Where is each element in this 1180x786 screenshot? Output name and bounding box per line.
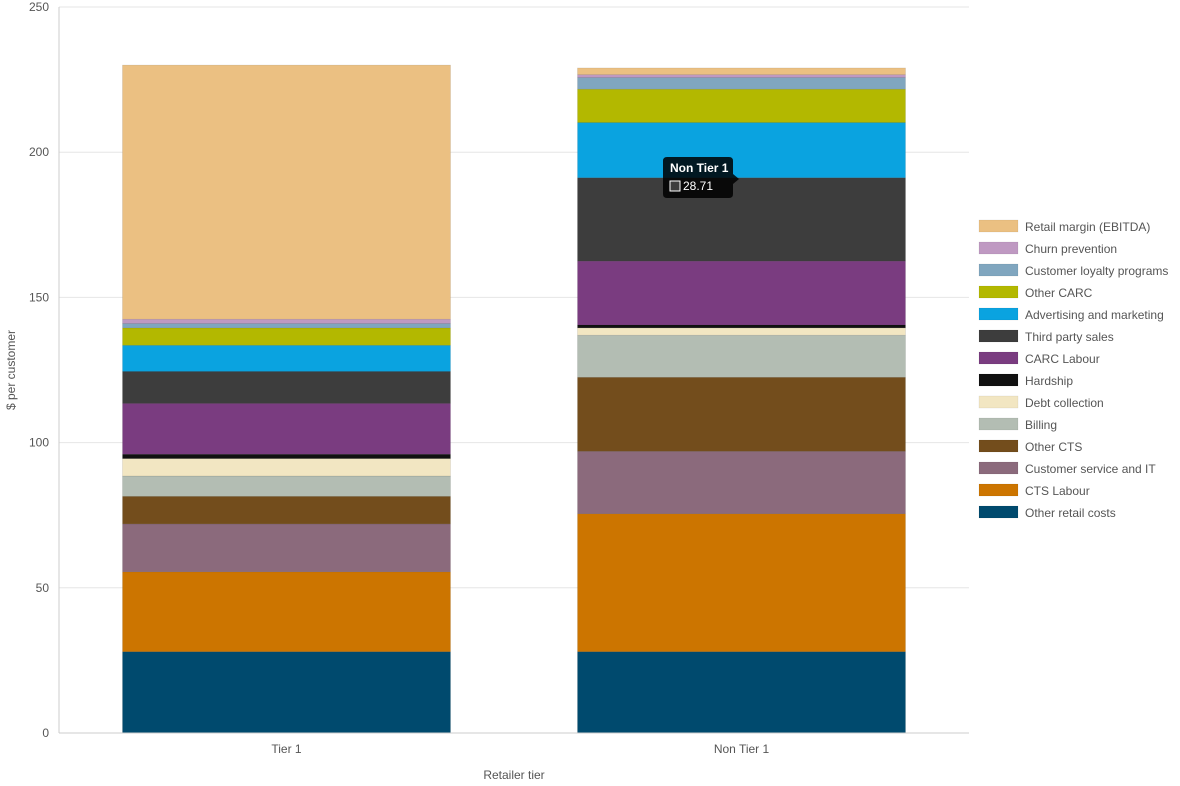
bar-segment[interactable] bbox=[577, 88, 906, 123]
x-tick-label: Tier 1 bbox=[271, 742, 302, 756]
bar-segment[interactable] bbox=[122, 327, 451, 346]
legend-label: Advertising and marketing bbox=[1025, 308, 1164, 322]
legend-swatch bbox=[978, 219, 1019, 233]
legend-label: Customer loyalty programs bbox=[1025, 264, 1168, 278]
bar-segment[interactable] bbox=[122, 496, 451, 525]
x-tick-label: Non Tier 1 bbox=[714, 742, 770, 756]
bar-segment[interactable] bbox=[122, 651, 451, 734]
axes: 0 50 100 150 200 250 Tier 1 Non Tier 1 bbox=[29, 0, 969, 756]
legend-swatch bbox=[978, 351, 1019, 365]
legend-swatch bbox=[978, 461, 1019, 475]
bar-segment[interactable] bbox=[122, 571, 451, 652]
legend-label: Billing bbox=[1025, 418, 1057, 432]
legend-label: Hardship bbox=[1025, 374, 1073, 388]
legend-swatch bbox=[978, 241, 1019, 255]
legend-item[interactable]: CARC Labour bbox=[978, 351, 1100, 366]
legend-item[interactable]: Other CTS bbox=[978, 439, 1082, 454]
legend-swatch bbox=[978, 263, 1019, 277]
legend-item[interactable]: Debt collection bbox=[978, 395, 1104, 410]
legend-swatch bbox=[978, 285, 1019, 299]
legend-swatch bbox=[978, 417, 1019, 431]
legend-item[interactable]: Billing bbox=[978, 417, 1057, 432]
tooltip-swatch bbox=[669, 180, 681, 192]
x-axis-title: Retailer tier bbox=[483, 768, 544, 782]
legend: Retail margin (EBITDA) Churn prevention Cu… bbox=[978, 219, 1168, 520]
bar-segment[interactable] bbox=[577, 324, 906, 329]
tooltip-value: 28.71 bbox=[683, 179, 713, 193]
legend-item[interactable]: Advertising and marketing bbox=[978, 307, 1164, 322]
legend-swatch bbox=[978, 483, 1019, 497]
bar-segment[interactable] bbox=[122, 64, 451, 320]
bar-segment[interactable] bbox=[577, 334, 906, 378]
legend-label: CTS Labour bbox=[1025, 484, 1090, 498]
legend-label: Retail margin (EBITDA) bbox=[1025, 220, 1150, 234]
legend-label: CARC Labour bbox=[1025, 352, 1100, 366]
bar-segment[interactable] bbox=[122, 523, 451, 573]
y-tick-label: 200 bbox=[29, 145, 49, 159]
bar-segment[interactable] bbox=[577, 260, 906, 326]
bar-segment[interactable] bbox=[577, 177, 906, 262]
legend-item[interactable]: Customer loyalty programs bbox=[978, 263, 1168, 278]
y-axis-title: $ per customer bbox=[4, 330, 18, 410]
bar-segment[interactable] bbox=[577, 377, 906, 452]
bar-segment[interactable] bbox=[122, 371, 451, 404]
y-tick-label: 50 bbox=[36, 581, 50, 595]
bar-segment[interactable] bbox=[577, 67, 906, 75]
bar-segment[interactable] bbox=[122, 475, 451, 497]
legend-label: Third party sales bbox=[1025, 330, 1114, 344]
bar-segment[interactable] bbox=[122, 453, 451, 459]
legend-label: Other CARC bbox=[1025, 286, 1093, 300]
legend-swatch bbox=[978, 307, 1019, 321]
bar-segment[interactable] bbox=[122, 345, 451, 372]
bars bbox=[122, 64, 906, 734]
bar-segment[interactable] bbox=[577, 651, 906, 734]
y-tick-label: 100 bbox=[29, 436, 49, 450]
legend-swatch bbox=[978, 505, 1019, 519]
legend-label: Other retail costs bbox=[1025, 506, 1116, 520]
bar-segment[interactable] bbox=[577, 74, 906, 78]
legend-item[interactable]: Retail margin (EBITDA) bbox=[978, 219, 1150, 234]
legend-item[interactable]: Third party sales bbox=[978, 329, 1114, 344]
legend-swatch bbox=[978, 395, 1019, 409]
y-tick-label: 250 bbox=[29, 0, 49, 14]
legend-swatch bbox=[978, 439, 1019, 453]
legend-label: Churn prevention bbox=[1025, 242, 1117, 256]
bar-segment[interactable] bbox=[122, 403, 451, 455]
bar-segment[interactable] bbox=[577, 77, 906, 90]
bar-segment[interactable] bbox=[577, 451, 906, 514]
legend-label: Customer service and IT bbox=[1025, 462, 1156, 476]
tooltip-title: Non Tier 1 bbox=[670, 161, 729, 175]
legend-swatch bbox=[978, 373, 1019, 387]
bar-segment[interactable] bbox=[577, 327, 906, 336]
legend-item[interactable]: Customer service and IT bbox=[978, 461, 1156, 476]
legend-item[interactable]: Other CARC bbox=[978, 285, 1093, 300]
legend-swatch bbox=[978, 329, 1019, 343]
y-tick-label: 0 bbox=[42, 726, 49, 740]
legend-item[interactable]: Hardship bbox=[978, 373, 1073, 388]
y-tick-label: 150 bbox=[29, 290, 49, 304]
legend-item[interactable]: Churn prevention bbox=[978, 241, 1117, 256]
bar-segment[interactable] bbox=[577, 122, 906, 178]
legend-item[interactable]: Other retail costs bbox=[978, 505, 1116, 520]
bar-segment[interactable] bbox=[122, 323, 451, 329]
tooltip: Non Tier 1 28.71 bbox=[663, 157, 739, 198]
legend-label: Debt collection bbox=[1025, 396, 1104, 410]
bar-segment[interactable] bbox=[577, 513, 906, 652]
legend-label: Other CTS bbox=[1025, 440, 1082, 454]
bar-segment[interactable] bbox=[122, 458, 451, 477]
legend-item[interactable]: CTS Labour bbox=[978, 483, 1090, 498]
tooltip-box bbox=[663, 157, 739, 198]
bar-segment[interactable] bbox=[122, 318, 451, 324]
